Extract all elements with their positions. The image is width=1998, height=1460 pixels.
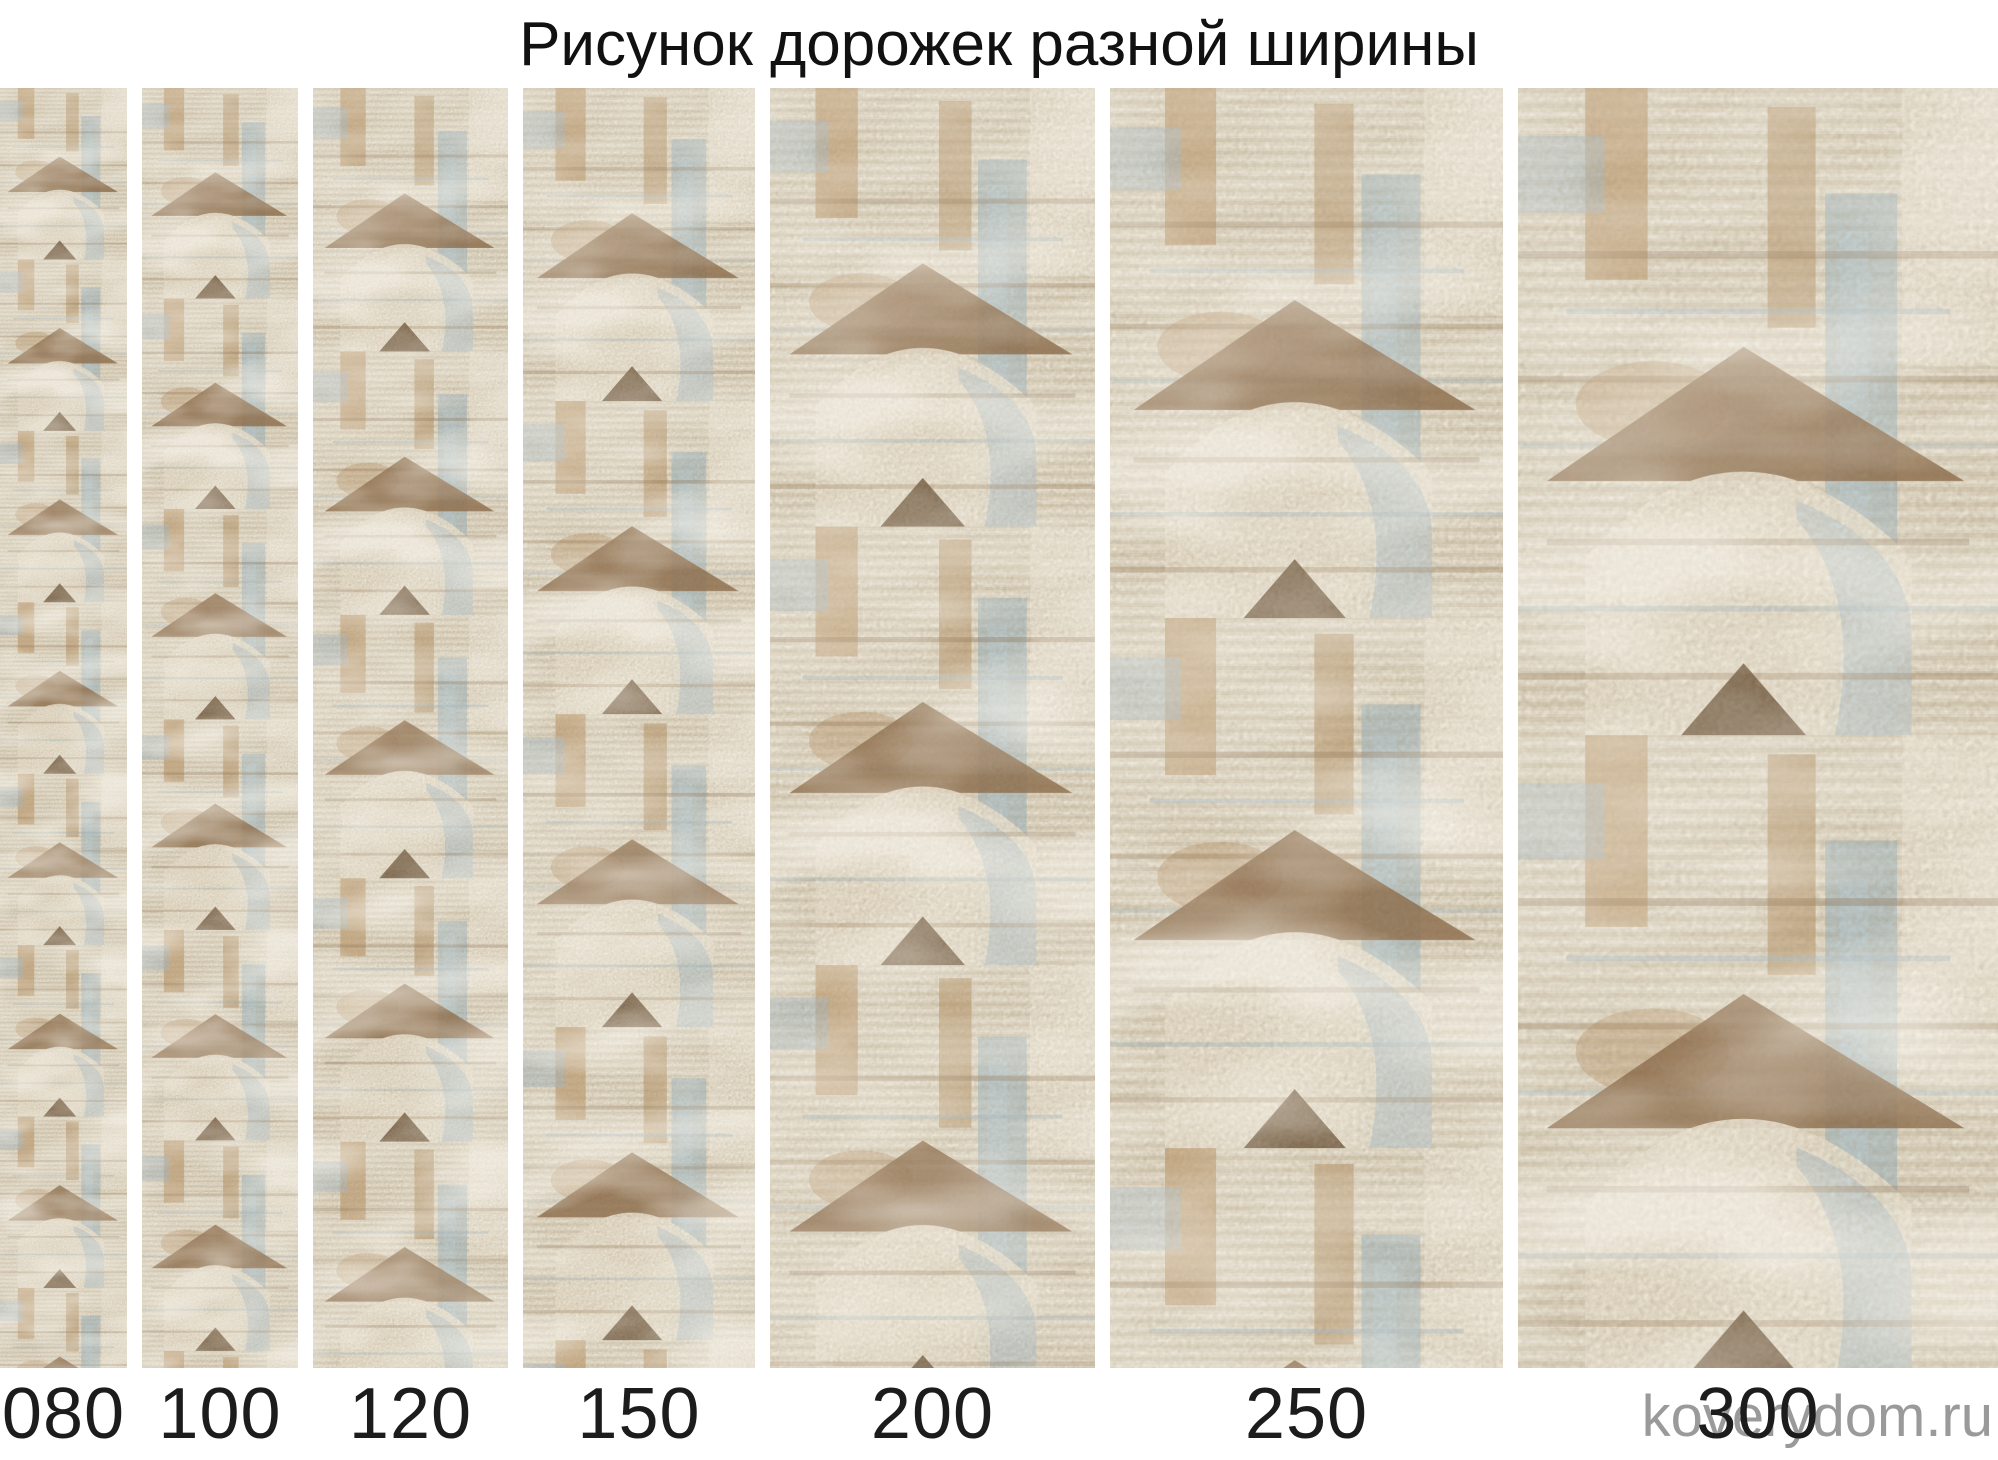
strip-width-label: 150 <box>577 1374 701 1454</box>
strip-width-label: 100 <box>158 1374 282 1454</box>
carpet-sample-photo <box>523 88 755 1368</box>
page-title: Рисунок дорожек разной ширины <box>519 9 1479 79</box>
strip-width-label: 250 <box>1244 1374 1369 1454</box>
strip-width-label: 300 <box>1696 1374 1820 1454</box>
strip-width-label: 080 <box>1 1374 126 1454</box>
watermark-text: koverydom.ru <box>1641 1384 1993 1449</box>
carpet-sample-photo <box>142 88 298 1368</box>
carpet-strip-080: 080 <box>0 88 127 1460</box>
carpet-strip-300: 300 <box>1518 88 1998 1460</box>
carpet-strip-100: 100 <box>142 88 298 1460</box>
carpet-strip-150: 150 <box>523 88 755 1460</box>
carpet-sample-photo <box>770 88 1095 1368</box>
carpet-strip-250: 250 <box>1110 88 1503 1460</box>
strip-width-label: 200 <box>870 1374 995 1454</box>
carpet-strip-120: 120 <box>313 88 508 1460</box>
carpet-sample-photo <box>313 88 508 1368</box>
carpet-sample-photo <box>1110 88 1503 1368</box>
carpet-strips-row: 080 100 120 150 <box>0 88 1998 1460</box>
carpet-sample-photo <box>0 88 127 1368</box>
carpet-strip-200: 200 <box>770 88 1095 1460</box>
carpet-sample-photo <box>1518 88 1998 1368</box>
strip-width-label: 120 <box>348 1374 473 1454</box>
